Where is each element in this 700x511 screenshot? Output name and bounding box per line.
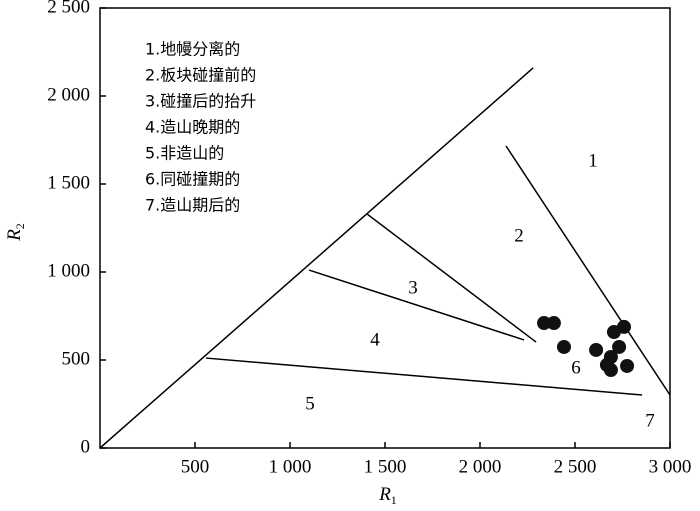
legend-entry: 1.地幔分离的 — [145, 40, 240, 59]
boundary-line — [366, 213, 537, 343]
y-tick-label: 0 — [81, 436, 91, 457]
y-axis-label: R2 — [4, 223, 26, 242]
point — [537, 316, 552, 331]
x-tick-label: 3 000 — [649, 456, 692, 477]
point — [589, 342, 604, 357]
x-axis-label: R1 — [378, 484, 397, 506]
point — [612, 339, 627, 354]
region-label: 7 — [645, 410, 655, 431]
region-label: 6 — [571, 357, 581, 378]
y-tick-label: 1 000 — [47, 260, 90, 281]
region-label: 4 — [370, 329, 380, 350]
region-label: 3 — [408, 277, 418, 298]
boundary-line — [205, 357, 643, 396]
x-tick-label: 500 — [181, 456, 210, 477]
x-tick-label: 1 000 — [269, 456, 312, 477]
legend-entry: 5.非造山的 — [145, 144, 224, 163]
boundary-line — [505, 145, 671, 396]
legend-entry: 3.碰撞后的抬升 — [145, 92, 256, 111]
boundary-line — [308, 269, 525, 341]
boundary-line — [99, 67, 534, 449]
y-tick-label: 500 — [62, 348, 91, 369]
y-tick-label: 1 500 — [47, 172, 90, 193]
region-label: 1 — [588, 150, 598, 171]
legend-entry: 6.同碰撞期的 — [145, 170, 240, 189]
y-tick-label: 2 000 — [47, 84, 90, 105]
legend-entry: 2.板块碰撞前的 — [145, 66, 256, 85]
point — [546, 316, 561, 331]
point — [620, 358, 635, 373]
point — [603, 363, 618, 378]
legend-entry: 7.造山期后的 — [145, 196, 240, 215]
point — [617, 319, 632, 334]
region-label: 5 — [305, 393, 315, 414]
x-tick-label: 2 000 — [459, 456, 502, 477]
x-tick-label: 2 500 — [554, 456, 597, 477]
y-tick-label: 2 500 — [47, 0, 90, 17]
region-label: 2 — [514, 225, 524, 246]
x-tick-label: 1 500 — [364, 456, 407, 477]
legend: 1.地幔分离的 2.板块碰撞前的 3.碰撞后的抬升 4.造山晚期的 5.非造山的 6.同碰… — [145, 40, 256, 215]
point — [556, 339, 571, 354]
legend-entry: 4.造山晚期的 — [145, 118, 240, 137]
